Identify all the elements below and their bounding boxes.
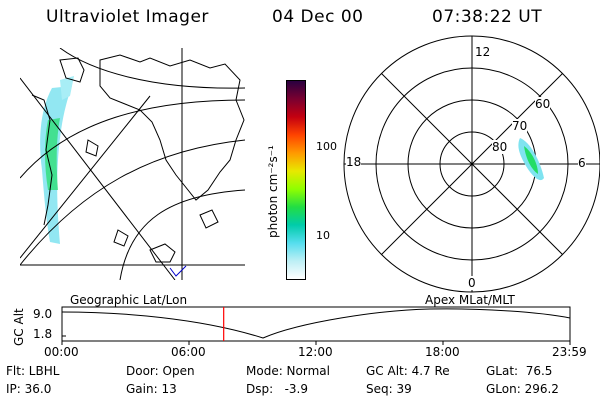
timeline-xtick-1200: 12:00: [298, 345, 333, 359]
grid-line: [20, 77, 176, 280]
timeline-xtick-0600: 06:00: [171, 345, 206, 359]
grid-line: [20, 95, 151, 259]
colorbar: [286, 80, 306, 280]
lat-label-80: 80: [492, 140, 508, 154]
glon-status: GLon: 296.2: [486, 382, 559, 396]
glat-status: GLat: 76.5: [486, 364, 553, 378]
timeline-ytick-min: 1.8: [33, 327, 53, 341]
date-label: 04 Dec 00: [272, 7, 364, 27]
coastline-island: [149, 243, 176, 263]
door-status: Door: Open: [126, 364, 195, 378]
timeline-ylabel: GC Alt: [12, 308, 26, 346]
polar-plot-label: Apex MLat/MLT: [425, 293, 515, 307]
ip-status: IP: 36.0: [6, 382, 52, 396]
timeline-xtick-0000: 00:00: [44, 345, 79, 359]
lat-label-60: 60: [535, 97, 551, 111]
mlt-label-0: 0: [468, 276, 476, 290]
coastline-island: [113, 229, 129, 247]
coastline-west: [31, 94, 53, 226]
aurora-emission-polar: [518, 138, 544, 181]
coastline-island: [199, 209, 219, 229]
grid-line: [20, 99, 245, 179]
grid-line: [20, 139, 245, 266]
timeline-xtick-2359: 23:59: [552, 345, 587, 359]
grid-line: [119, 189, 245, 280]
coastline-greenland: [99, 54, 245, 201]
timeline-xtick-1800: 18:00: [425, 345, 460, 359]
timeline-ytick-max: 9.0: [33, 307, 53, 321]
app-title: Ultraviolet Imager: [46, 7, 209, 27]
coastline-island: [85, 139, 99, 157]
timeline-frame: [61, 306, 571, 342]
lat-label-70: 70: [512, 119, 528, 133]
time-label: 07:38:22 UT: [432, 7, 543, 27]
colorbar-tick-10: 10: [316, 229, 330, 242]
mlt-label-12: 12: [475, 45, 491, 59]
seq-status: Seq: 39: [366, 382, 412, 396]
spacecraft-marker: [169, 265, 187, 277]
coastline-island: [59, 57, 85, 83]
left-map-label: Geographic Lat/Lon: [70, 293, 188, 307]
gain-status: Gain: 13: [126, 382, 177, 396]
colorbar-tick-100: 100: [316, 140, 337, 153]
mlt-label-6: 6: [578, 156, 586, 170]
grid-line: [59, 48, 245, 89]
dsp-status: Dsp: -3.9: [246, 382, 309, 396]
mode-status: Mode: Normal: [246, 364, 330, 378]
polar-meridian: [381, 73, 563, 255]
gc-alt-status: GC Alt: 4.7 Re: [366, 364, 450, 378]
altitude-curve: [61, 308, 571, 339]
filter-status: Flt: LBHL: [6, 364, 60, 378]
mlt-label-18: 18: [346, 155, 362, 169]
